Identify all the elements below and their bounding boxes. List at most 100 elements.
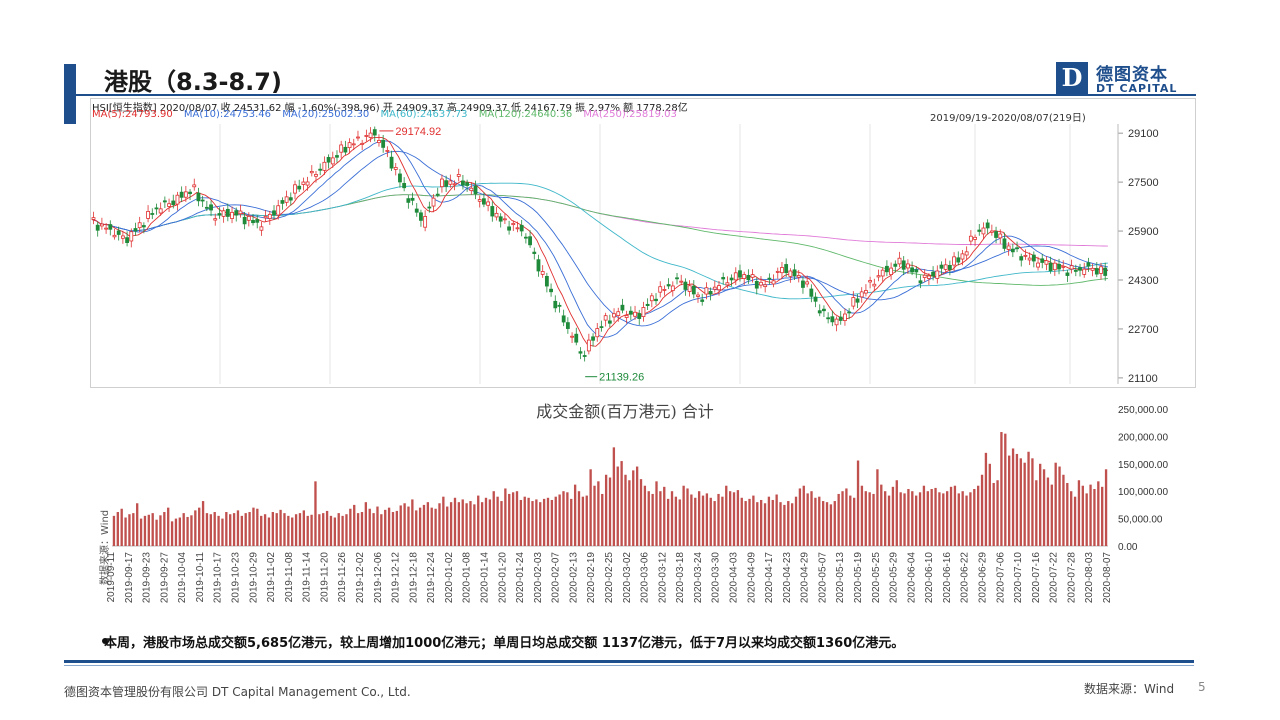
candle-body — [410, 197, 415, 201]
volume-bar — [465, 503, 468, 546]
candle-body — [780, 267, 784, 274]
volume-bar — [178, 517, 181, 546]
candle-body — [414, 208, 419, 213]
volume-bar — [260, 515, 263, 546]
candle-body — [796, 275, 801, 278]
candle-body — [364, 135, 369, 137]
volume-bar — [531, 501, 534, 546]
volume-bar — [136, 503, 139, 546]
volume-bar — [973, 489, 976, 546]
volume-bar — [845, 488, 848, 546]
volume-x-tick-label: 2020-06-29 — [978, 552, 989, 604]
volume-bar — [794, 496, 798, 546]
volume-bar — [310, 514, 313, 546]
volume-bar — [709, 497, 712, 546]
volume-bar — [961, 491, 964, 546]
volume-bar — [182, 513, 185, 546]
volume-y-tick-label: 250,000.00 — [1118, 405, 1168, 416]
candle-body — [620, 304, 625, 311]
volume-bar — [573, 484, 577, 546]
candle-body — [838, 316, 843, 321]
volume-bar — [546, 497, 550, 546]
candle-body — [700, 299, 705, 302]
volume-bar — [364, 502, 368, 546]
volume-bar — [349, 508, 352, 546]
volume-bar — [426, 502, 430, 546]
candle-body — [742, 274, 747, 279]
volume-bar — [1062, 474, 1065, 546]
candle-body — [704, 287, 709, 295]
candle-body — [540, 271, 545, 275]
kchart-y-tick-label: 27500 — [1128, 177, 1159, 189]
volume-bar — [965, 495, 968, 546]
volume-bar — [434, 508, 437, 546]
candle-body — [809, 288, 814, 297]
candle-body — [952, 256, 956, 266]
candle-body — [217, 213, 222, 216]
volume-bar — [333, 517, 337, 546]
volume-x-tick-label: 2019-10-29 — [248, 552, 259, 604]
candle-body — [368, 132, 373, 138]
candle-body — [519, 224, 524, 232]
candle-body — [939, 264, 944, 269]
candle-body — [654, 298, 658, 302]
volume-x-tick-label: 2019-10-11 — [195, 552, 206, 603]
volume-bar — [907, 489, 910, 546]
volume-bar — [469, 501, 472, 546]
candle-body — [129, 231, 134, 242]
index-info-line: HSI[恒生指数] 2020/08/07 收 24531.62 幅 -1.60%… — [92, 103, 688, 114]
volume-x-tick-label: 2019-12-06 — [373, 552, 384, 604]
volume-y-tick-label: 50,000.00 — [1118, 515, 1163, 526]
logo-cn-text: 德图资本 — [1096, 65, 1168, 85]
volume-bar — [1031, 458, 1034, 546]
candle-body — [230, 211, 234, 219]
volume-bar — [163, 512, 166, 546]
volume-bar — [930, 489, 933, 546]
volume-bar — [903, 493, 906, 546]
candle-body — [901, 260, 906, 270]
candle-body — [645, 303, 650, 306]
volume-bar — [915, 495, 918, 546]
volume-bar — [124, 517, 127, 546]
volume-bar — [1070, 491, 1073, 546]
volume-bar — [1046, 477, 1050, 546]
candle-body — [137, 222, 142, 229]
volume-x-tick-label: 2020-05-25 — [871, 552, 882, 604]
candle-body — [242, 216, 247, 225]
volume-bar — [508, 493, 511, 546]
volume-bar — [876, 469, 879, 546]
volume-bar — [1058, 466, 1061, 546]
candle-body — [95, 224, 100, 231]
candle-body — [238, 210, 243, 215]
volume-bar — [294, 514, 298, 546]
candle-body — [956, 257, 961, 263]
candle-body — [146, 211, 150, 219]
volume-bar — [608, 477, 612, 546]
candle-body — [456, 174, 461, 177]
volume-bar — [763, 503, 767, 546]
volume-bar — [953, 485, 957, 546]
volume-bar — [128, 514, 131, 546]
candle-body — [767, 277, 772, 280]
candle-body — [435, 193, 440, 196]
volume-bar — [957, 493, 960, 546]
volume-bar — [217, 515, 220, 546]
candle-body — [1103, 267, 1108, 276]
kchart-y-tick-label: 29100 — [1128, 128, 1159, 140]
volume-bar — [283, 513, 286, 546]
volume-bar — [721, 496, 724, 546]
candle-body — [1078, 267, 1082, 271]
volume-bar — [872, 493, 875, 546]
candle-body — [330, 157, 335, 165]
volume-y-tick-label: 150,000.00 — [1118, 460, 1168, 471]
candle-body — [1015, 247, 1019, 250]
volume-bar — [360, 512, 364, 546]
candle-body — [893, 263, 898, 267]
candle-body — [1065, 272, 1070, 276]
volume-x-tick-label: 2020-07-16 — [1031, 552, 1042, 604]
volume-bar — [170, 521, 174, 546]
candle-body — [1090, 267, 1095, 271]
candle-body — [267, 213, 272, 219]
volume-x-tick-label: 2020-04-09 — [746, 552, 757, 604]
